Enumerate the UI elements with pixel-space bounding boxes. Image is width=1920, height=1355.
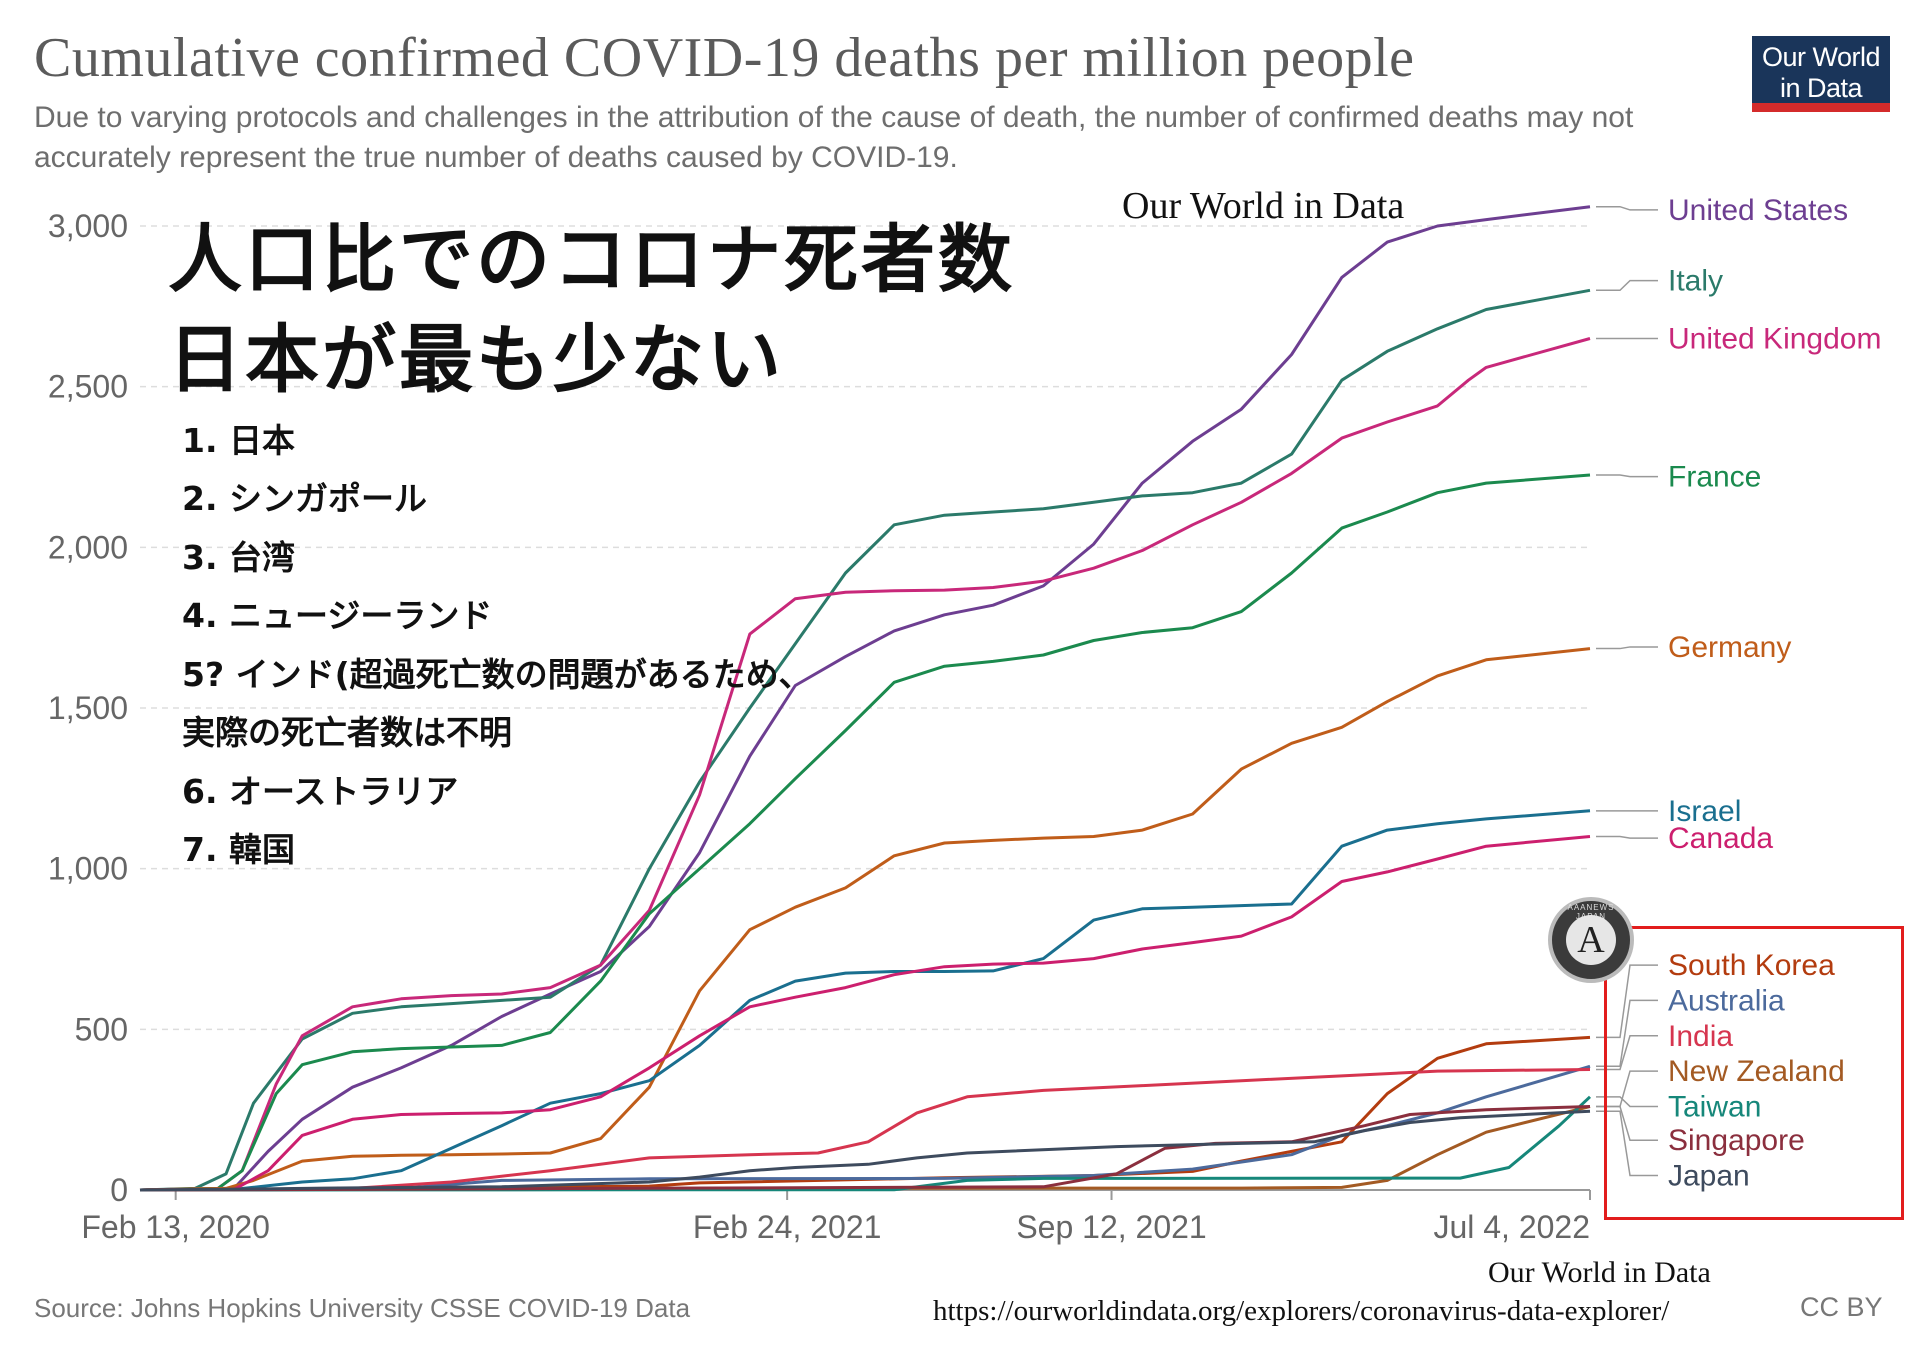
series-line-israel [139, 809, 1591, 1192]
aaanews-badge: AAANEWS JAPAN A [1548, 897, 1634, 983]
owid-logo-line1: Our World [1761, 42, 1881, 72]
y-tick-label: 1,500 [48, 690, 128, 726]
asia-pacific-highlight-box [1604, 926, 1904, 1220]
series-line-united-states [139, 205, 1591, 1192]
owid-logo-line2: in Data [1779, 73, 1863, 103]
series-label-singapore: Singapore [1668, 1124, 1805, 1157]
series-label-france: France [1668, 461, 1761, 494]
source-url[interactable]: https://ourworldindata.org/explorers/cor… [933, 1295, 1670, 1327]
series-leader-line [1596, 999, 1658, 1068]
license-link[interactable]: CC BY [1800, 1292, 1883, 1322]
series-line-japan [139, 1109, 1591, 1192]
series-line-germany [139, 647, 1591, 1192]
series-label-japan: Japan [1668, 1160, 1750, 1193]
series-line-united-kingdom [139, 337, 1591, 1192]
ranking-item: 5? インド(超過死亡数の問題があるため、 [182, 655, 812, 694]
y-tick-label: 2,500 [48, 369, 128, 405]
series-line-south-korea [139, 1035, 1591, 1192]
y-tick-label: 2,000 [48, 529, 128, 565]
ranking-item: 6. オーストラリア [182, 772, 459, 811]
series-line-france [139, 473, 1591, 1192]
y-tick-label: 0 [110, 1172, 128, 1208]
series-label-india: India [1668, 1020, 1733, 1053]
source-note: Source: Johns Hopkins University CSSE CO… [34, 1293, 691, 1323]
headline-line1: 人口比でのコロナ死者数 [168, 217, 1015, 303]
ranking-item: 7. 韓国 [182, 830, 295, 869]
owid-overlay-label: Our World in Data [1122, 185, 1405, 227]
ranking-item: 2. シンガポール [182, 479, 427, 518]
series-line-india [139, 1068, 1591, 1192]
y-tick-label: 500 [75, 1011, 128, 1047]
series-label-germany: Germany [1668, 631, 1791, 664]
series-label-south-korea: South Korea [1668, 949, 1835, 982]
series-line-italy [139, 288, 1591, 1192]
headline-line2: 日本が最も少ない [168, 317, 784, 403]
y-tick-label: 1,000 [48, 851, 128, 887]
series-label-united-kingdom: United Kingdom [1668, 322, 1881, 355]
ranking-item: 3. 台湾 [182, 538, 295, 577]
badge-letter: A [1566, 915, 1616, 965]
series-label-italy: Italy [1668, 265, 1723, 298]
series-label-united-states: United States [1668, 194, 1848, 227]
y-tick-label: 3,000 [48, 208, 128, 244]
series-line-canada [139, 835, 1591, 1192]
ranking-item: 1. 日本 [182, 421, 295, 460]
series-label-israel: Israel [1668, 795, 1741, 828]
x-tick-label: Jul 4, 2022 [1433, 1209, 1590, 1245]
x-tick-label: Feb 13, 2020 [81, 1209, 270, 1245]
x-tick-label: Feb 24, 2021 [693, 1209, 882, 1245]
series-leader-line [1596, 1035, 1658, 1071]
credit-text: Our World in Data [1488, 1256, 1711, 1289]
series-leader-line [1596, 835, 1658, 839]
series-label-taiwan: Taiwan [1668, 1090, 1761, 1123]
series-leader-line [1596, 474, 1658, 478]
series-leader-line [1596, 1105, 1658, 1141]
series-leader-line [1596, 205, 1658, 211]
series-label-new-zealand: New Zealand [1668, 1055, 1845, 1088]
series-label-australia: Australia [1668, 984, 1785, 1017]
chart-title: Cumulative confirmed COVID-19 deaths per… [34, 27, 1415, 89]
ranking-item: 実際の死亡者数は不明 [182, 713, 512, 752]
x-tick-label: Sep 12, 2021 [1016, 1209, 1206, 1245]
series-leader-line [1596, 1096, 1658, 1108]
series-label-canada: Canada [1668, 822, 1773, 855]
series-leader-line [1596, 646, 1658, 650]
chart-subtitle: Due to varying protocols and challenges … [34, 101, 1634, 174]
owid-logo[interactable]: Our World in Data [1752, 36, 1890, 112]
series-leader-line [1596, 1110, 1658, 1177]
series-leader-line [1596, 964, 1658, 1039]
ranking-item: 4. ニュージーランド [182, 596, 493, 635]
series-leader-line [1596, 279, 1658, 292]
